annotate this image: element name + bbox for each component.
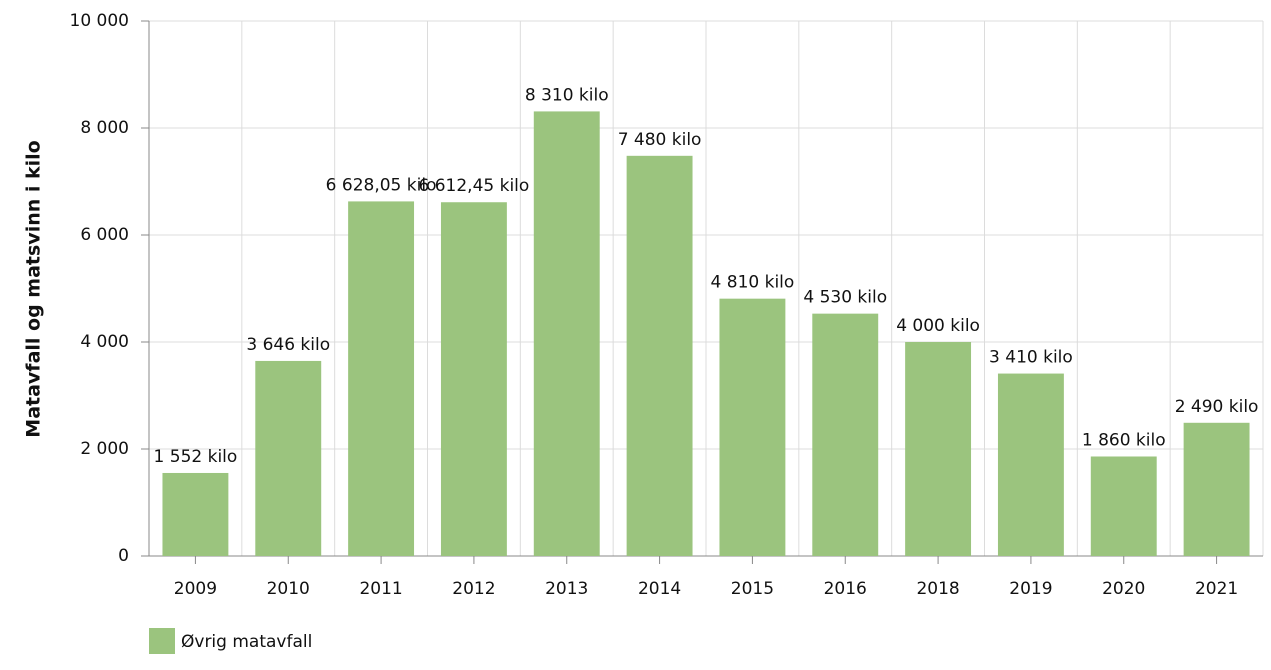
x-tick-label: 2009 (174, 579, 217, 599)
data-label: 2 490 kilo (1175, 397, 1259, 417)
y-tick-label: 0 (118, 546, 129, 566)
data-label: 6 612,45 kilo (419, 176, 530, 196)
data-label: 7 480 kilo (618, 130, 702, 150)
data-label: 8 310 kilo (525, 85, 609, 105)
bar (719, 298, 786, 556)
data-label: 6 628,05 kilo (326, 175, 437, 195)
y-tick-label: 4 000 (80, 332, 129, 352)
bar (1090, 456, 1157, 556)
legend-label: Øvrig matavfall (181, 632, 312, 652)
data-label: 3 410 kilo (989, 348, 1073, 368)
y-tick-label: 10 000 (70, 11, 129, 31)
x-tick-label: 2021 (1195, 579, 1238, 599)
y-tick-label: 6 000 (80, 225, 129, 245)
x-tick-label: 2020 (1102, 579, 1145, 599)
x-tick-label: 2018 (916, 579, 959, 599)
y-tick-label: 2 000 (80, 439, 129, 459)
bar (162, 472, 229, 556)
x-tick-label: 2012 (452, 579, 495, 599)
bar (905, 342, 972, 556)
bar (812, 313, 879, 556)
bar (255, 360, 322, 556)
bar (348, 201, 415, 556)
x-tick-label: 2010 (267, 579, 310, 599)
y-tick-label: 8 000 (80, 118, 129, 138)
x-tick-label: 2011 (359, 579, 402, 599)
data-label: 3 646 kilo (246, 335, 330, 355)
x-tick-label: 2015 (731, 579, 774, 599)
y-axis-label: Matavfall og matsvinn i kilo (23, 140, 45, 437)
x-tick-label: 2019 (1009, 579, 1052, 599)
data-label: 4 530 kilo (803, 288, 887, 308)
bar (440, 202, 507, 556)
bar (997, 373, 1064, 556)
data-label: 1 552 kilo (154, 447, 238, 467)
x-tick-label: 2013 (545, 579, 588, 599)
bar (533, 111, 600, 556)
legend-swatch (149, 628, 175, 654)
data-label: 1 860 kilo (1082, 430, 1166, 450)
bar (1183, 422, 1250, 556)
data-label: 4 000 kilo (896, 316, 980, 336)
data-label: 4 810 kilo (711, 273, 795, 293)
x-tick-label: 2014 (638, 579, 681, 599)
x-tick-label: 2016 (824, 579, 867, 599)
bar (626, 155, 693, 556)
